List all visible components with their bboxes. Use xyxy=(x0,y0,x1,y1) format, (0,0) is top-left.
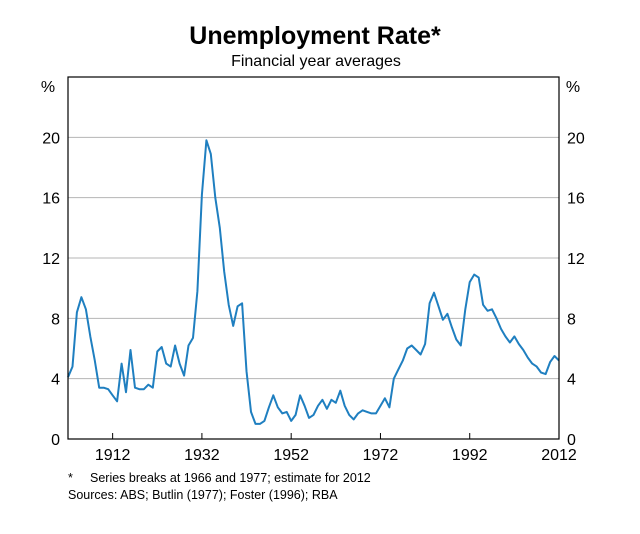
y-tick-label-left: 8 xyxy=(51,311,60,328)
y-tick-label-right: 12 xyxy=(567,251,585,268)
y-tick-label-right: 16 xyxy=(567,191,585,208)
y-tick-label-right: 8 xyxy=(567,311,576,328)
x-tick-label: 1992 xyxy=(452,447,488,464)
y-tick-label-left: 12 xyxy=(42,251,60,268)
footnotes: * Series breaks at 1966 and 1977; estimat… xyxy=(68,470,371,504)
footnote-text: Series breaks at 1966 and 1977; estimate… xyxy=(90,471,371,485)
plot-frame xyxy=(67,76,560,440)
x-tick-label: 1952 xyxy=(273,447,309,464)
footnote-line: * Series breaks at 1966 and 1977; estimat… xyxy=(68,470,371,487)
x-tick-label: 1912 xyxy=(95,447,131,464)
y-tick-label-right: 20 xyxy=(567,130,585,147)
unemployment-line xyxy=(67,139,560,425)
y-tick-label-left: 16 xyxy=(42,191,60,208)
sources-line: Sources: ABS; Butlin (1977); Foster (199… xyxy=(68,488,338,502)
y-tick-label-left: 4 xyxy=(51,372,60,389)
x-tick-label: 1972 xyxy=(363,447,399,464)
x-tick-label: 1932 xyxy=(184,447,220,464)
y-unit-right: % xyxy=(566,79,580,96)
footnote-marker: * xyxy=(68,471,73,485)
chart-subtitle: Financial year averages xyxy=(231,53,401,70)
y-tick-label-left: 0 xyxy=(51,432,60,449)
y-tick-label-right: 4 xyxy=(567,372,576,389)
axis-ticks: 0 0 4 4 8 8 12 12 16 16 20 20 1912 1932 1952 1972 1992 20… xyxy=(42,130,585,464)
gridlines xyxy=(68,136,559,380)
series-layer xyxy=(67,139,560,425)
y-unit-left: % xyxy=(41,79,55,96)
y-tick-label-right: 0 xyxy=(567,432,576,449)
chart-title: Unemployment Rate* xyxy=(189,22,441,50)
x-tick-label: 2012 xyxy=(541,447,577,464)
y-tick-label-left: 20 xyxy=(42,130,60,147)
